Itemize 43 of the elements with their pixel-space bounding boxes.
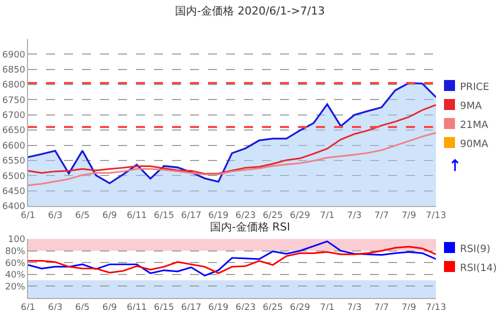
- x-tick-label: 6/25: [262, 210, 283, 221]
- y-tick-label: 6800: [2, 80, 26, 91]
- x-tick-label: 6/23: [235, 210, 256, 221]
- line-series: [28, 132, 436, 186]
- y-tick-label: 80%: [5, 246, 26, 257]
- legend-label: RSI(9): [460, 244, 490, 255]
- y-tick-label: 100: [8, 235, 26, 246]
- y-tick-label: 6450: [2, 186, 26, 197]
- legend-label: 21MA: [460, 120, 488, 131]
- y-tick-label: 6900: [2, 50, 26, 60]
- y-tick-label: 20%: [5, 282, 26, 292]
- x-tick-label: 6/19: [208, 210, 229, 221]
- y-tick-label: 6500: [2, 172, 26, 182]
- y-tick-label: 6850: [2, 66, 26, 76]
- legend-label: 90MA: [460, 139, 488, 150]
- y-tick-label: 40%: [5, 270, 26, 281]
- x-tick-label: 6/17: [181, 210, 202, 221]
- y-tick-label: 60%: [5, 258, 26, 269]
- x-tick-label: 7/1: [320, 210, 334, 221]
- x-tick-label: 6/15: [154, 210, 174, 221]
- y-tick-label: 6650: [2, 126, 26, 136]
- line-series: [28, 104, 436, 175]
- x-tick-label: 7/13: [426, 210, 446, 221]
- y-tick-label: 6600: [2, 141, 26, 152]
- x-tick-label: 6/5: [75, 210, 90, 221]
- legend-label: RSI(14): [460, 263, 497, 274]
- x-tick-label: 7/3: [347, 210, 362, 221]
- x-tick-label: 6/3: [48, 210, 62, 221]
- x-tick-label: 6/1: [20, 210, 36, 221]
- chart-title: 国内-金価格 2020/6/1->7/13: [175, 4, 325, 18]
- line-series: [28, 246, 436, 274]
- y-tick-label: 6750: [2, 96, 26, 106]
- y-tick-label: 6550: [2, 156, 26, 167]
- x-tick-label: 7/7: [374, 210, 389, 221]
- y-tick-label: 6700: [2, 111, 26, 122]
- legend-label: 9MA: [460, 101, 482, 112]
- line-series: [28, 240, 436, 276]
- x-tick-label: 6/29: [290, 210, 310, 221]
- x-tick-label: 7/9: [402, 210, 416, 221]
- x-tick-label: 6/11: [126, 210, 147, 221]
- x-tick-label: 6/9: [102, 210, 118, 221]
- legend-label: PRICE: [460, 82, 490, 93]
- y-tick-label: 6400: [2, 202, 26, 212]
